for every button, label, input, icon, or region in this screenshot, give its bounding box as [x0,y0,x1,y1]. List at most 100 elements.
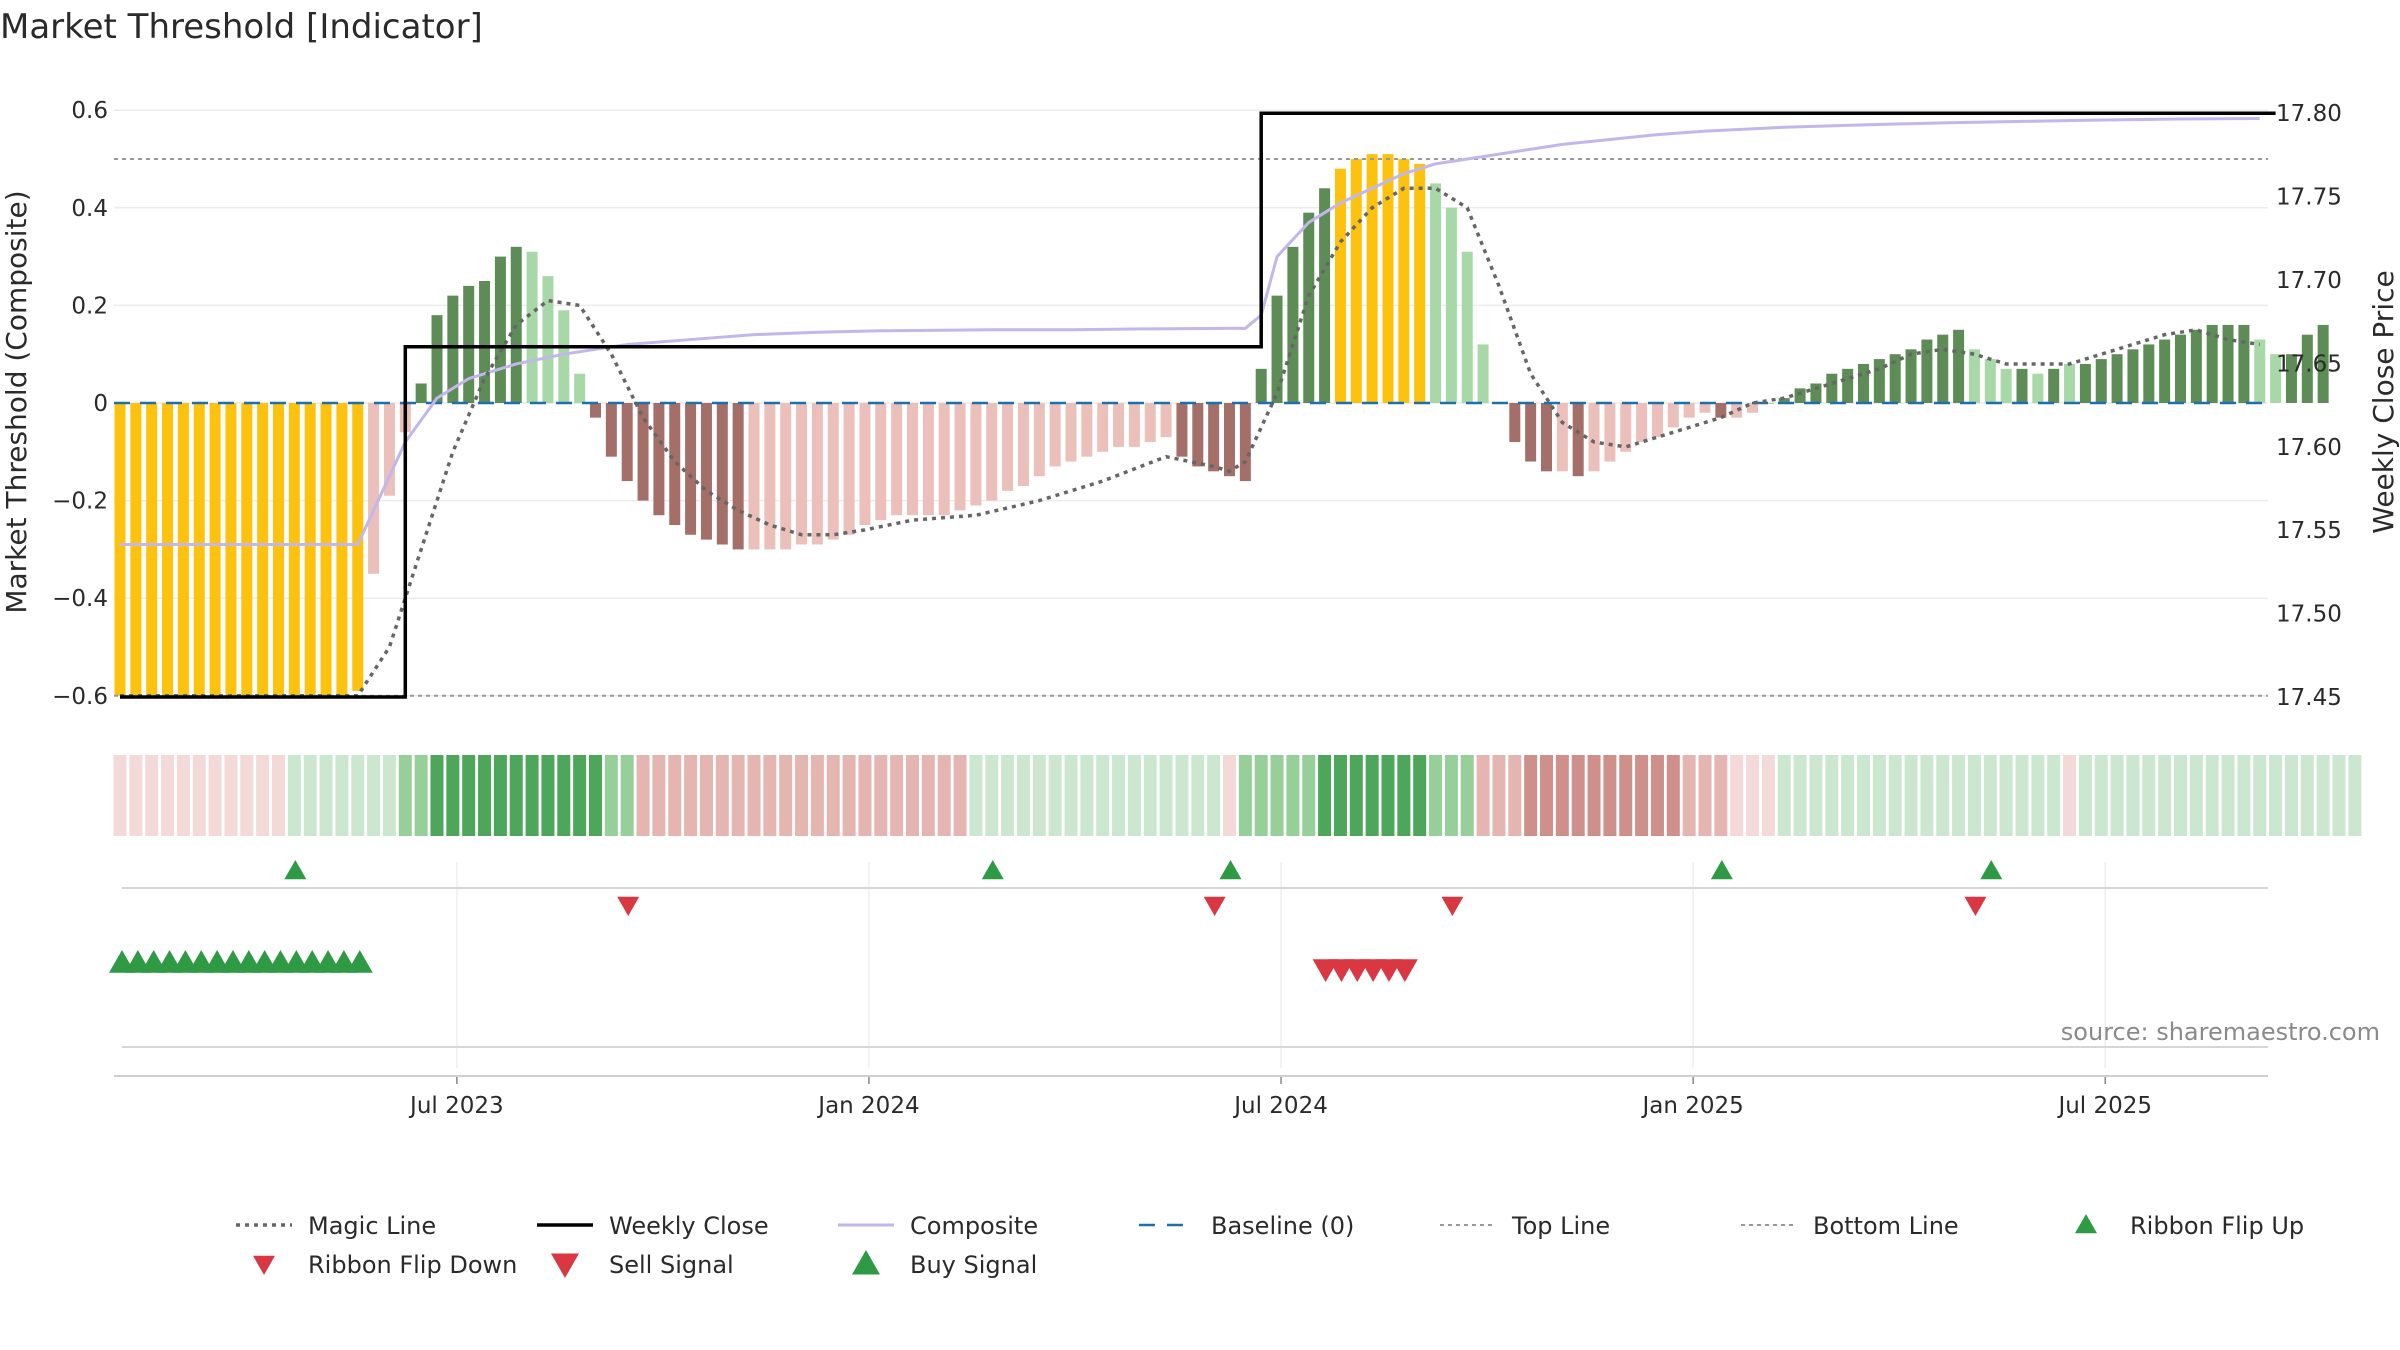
ribbon-segment [1413,755,1427,836]
composite-bar [764,403,776,550]
legend-item: Sell Signal [551,1251,734,1279]
composite-bar [954,403,966,511]
buy-signal-marker [346,950,373,973]
ribbon-segment [1429,755,1443,836]
ribbon-segment [1254,755,1268,836]
right-axis-title: Weekly Close Price [2367,270,2400,533]
composite-bar [590,403,601,418]
ribbon-segment [636,755,650,836]
ribbon-flip-up-marker [284,860,307,880]
composite-bar [1081,403,1093,457]
composite-bar [2159,339,2171,403]
composite-bar [2222,324,2234,403]
composite-bar [700,403,712,540]
composite-bar [1731,403,1743,418]
composite-bar [1319,188,1331,403]
composite-bar [320,403,332,696]
right-tick-label: 17.75 [2276,185,2342,211]
ribbon-segment [1635,755,1649,836]
composite-bar [1810,383,1822,403]
ribbon-segment [874,755,888,836]
ribbon-segment [145,755,159,836]
composite-bar [1826,373,1838,403]
ribbon-segment [1952,755,1966,836]
composite-bar [1382,154,1394,403]
signal-rows [109,860,2003,982]
ribbon-segment [192,755,206,836]
legend-item: Composite [838,1212,1038,1240]
composite-bar [2016,368,2028,403]
composite-bar [1667,403,1679,428]
ribbon-strip [113,755,2362,836]
ribbon-segment [699,755,713,836]
composite-line [120,116,2260,547]
ribbon-segment [2269,755,2283,836]
ribbon-segment [652,755,666,836]
ribbon-segment [779,755,793,836]
ribbon-segment [240,755,254,836]
ribbon-segment [604,755,618,836]
ribbon-flip-up-marker [1710,860,1733,880]
x-tick-label: Jul 2024 [1232,1093,1328,1119]
composite-bar [685,403,697,535]
ribbon-segment [525,755,539,836]
ribbon-segment [1666,755,1680,836]
ribbon-segment [1746,755,1760,836]
composite-bar [1445,207,1457,403]
ribbon-segment [1159,755,1173,836]
legend-label: Ribbon Flip Down [308,1251,517,1279]
ribbon-segment [953,755,967,836]
ribbon-segment [430,755,444,836]
composite-bar [1873,359,1885,403]
composite-bar [2254,339,2266,403]
composite-bar [1287,246,1299,403]
ribbon-flip-down-marker [1441,896,1464,916]
ribbon-flip-down-marker [617,896,640,916]
ribbon-segment [1143,755,1157,836]
composite-bar [510,246,522,403]
composite-bar [1889,354,1901,403]
ribbon-segment [1587,755,1601,836]
legend: Magic Line Weekly Close Composite Baseline … [236,1212,2304,1279]
legend-label: Bottom Line [1813,1212,1959,1240]
composite-bar [827,403,839,540]
composite-bar [1049,403,1061,467]
ribbon-segment [1397,755,1411,836]
composite-bar [336,403,348,696]
ribbon-segment [319,755,333,836]
ribbon-segment [2205,755,2219,836]
x-tick-label: Jul 2023 [408,1093,504,1119]
composite-bar [1224,403,1235,477]
composite-bar [447,295,459,403]
ribbon-segment [1207,755,1221,836]
right-tick-label: 17.65 [2276,351,2342,377]
ribbon-segment [826,755,840,836]
ribbon-segment [1080,755,1094,836]
composite-bar [2301,334,2313,403]
composite-bar [1017,403,1029,486]
ribbon-segment [763,755,777,836]
x-tick-label: Jan 2024 [816,1093,919,1119]
composite-bar [1556,403,1568,472]
composite-bar [1398,159,1410,403]
legend-item: Baseline (0) [1139,1212,1354,1240]
composite-bar [2175,334,2186,403]
composite-bar [1858,363,1869,403]
ribbon-segment [2300,755,2314,836]
composite-bar [1747,403,1759,413]
ribbon-segment [1381,755,1395,836]
left-axis-title: Market Threshold (Composite) [0,190,33,613]
ribbon-segment [1920,755,1934,836]
ribbon-segment [1999,755,2013,836]
ribbon-segment [1872,755,1886,836]
ribbon-segment [1857,755,1870,836]
composite-bar [1636,403,1648,443]
left-tick-label: 0.2 [71,293,108,319]
composite-bar [605,403,617,457]
ribbon-segment [382,755,396,836]
composite-bar [383,403,395,496]
composite-bar [1461,251,1473,403]
composite-bar [1794,388,1806,403]
sell-signal-marker [1391,959,1418,982]
composite-bar [1176,403,1188,457]
